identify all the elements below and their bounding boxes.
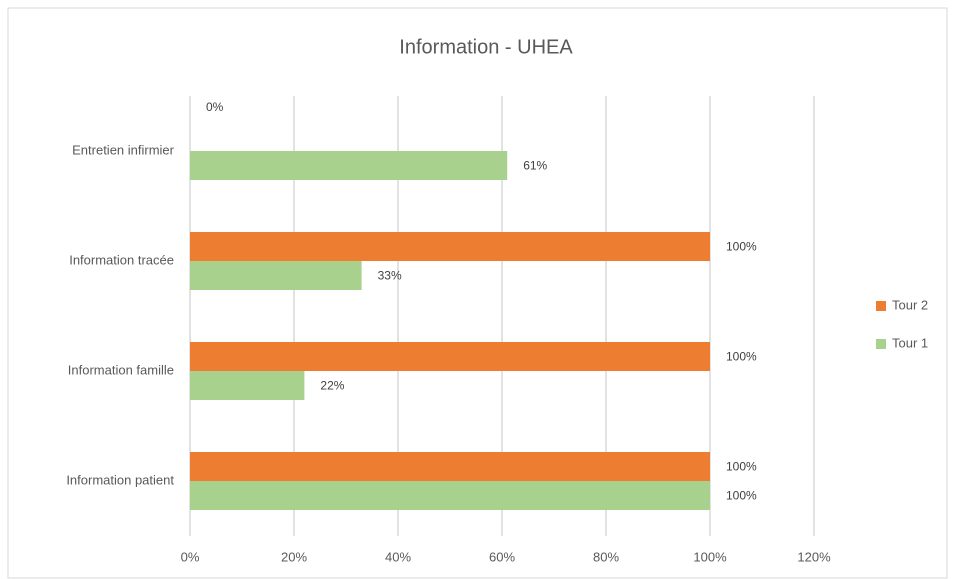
value-label: 100% xyxy=(726,460,757,474)
bar xyxy=(190,371,305,400)
bar xyxy=(190,342,710,371)
value-label: 100% xyxy=(726,240,757,254)
bar xyxy=(190,481,710,510)
x-tick-label: 100% xyxy=(693,549,727,564)
x-tick-label: 80% xyxy=(593,549,619,564)
x-tick-label: 20% xyxy=(281,549,307,564)
x-tick-label: 0% xyxy=(181,549,200,564)
bar xyxy=(190,232,710,261)
bar xyxy=(190,452,710,481)
legend-swatch xyxy=(876,301,886,311)
value-label: 100% xyxy=(726,350,757,364)
y-tick-label: Entretien infirmier xyxy=(72,142,175,157)
legend-label: Tour 2 xyxy=(892,297,928,312)
bar xyxy=(190,151,508,180)
value-label: 22% xyxy=(320,379,344,393)
legend-swatch xyxy=(876,339,886,349)
chart-title: Information - UHEA xyxy=(399,36,573,58)
x-tick-label: 40% xyxy=(385,549,411,564)
y-tick-label: Information tracée xyxy=(69,252,174,267)
x-tick-label: 60% xyxy=(489,549,515,564)
value-label: 100% xyxy=(726,489,757,503)
legend-label: Tour 1 xyxy=(892,335,928,350)
y-tick-label: Information patient xyxy=(66,472,174,487)
bar xyxy=(190,261,362,290)
value-label: 33% xyxy=(378,269,402,283)
x-tick-label: 120% xyxy=(797,549,831,564)
y-tick-label: Information famille xyxy=(68,362,174,377)
value-label: 61% xyxy=(523,159,547,173)
value-label: 0% xyxy=(206,100,224,114)
